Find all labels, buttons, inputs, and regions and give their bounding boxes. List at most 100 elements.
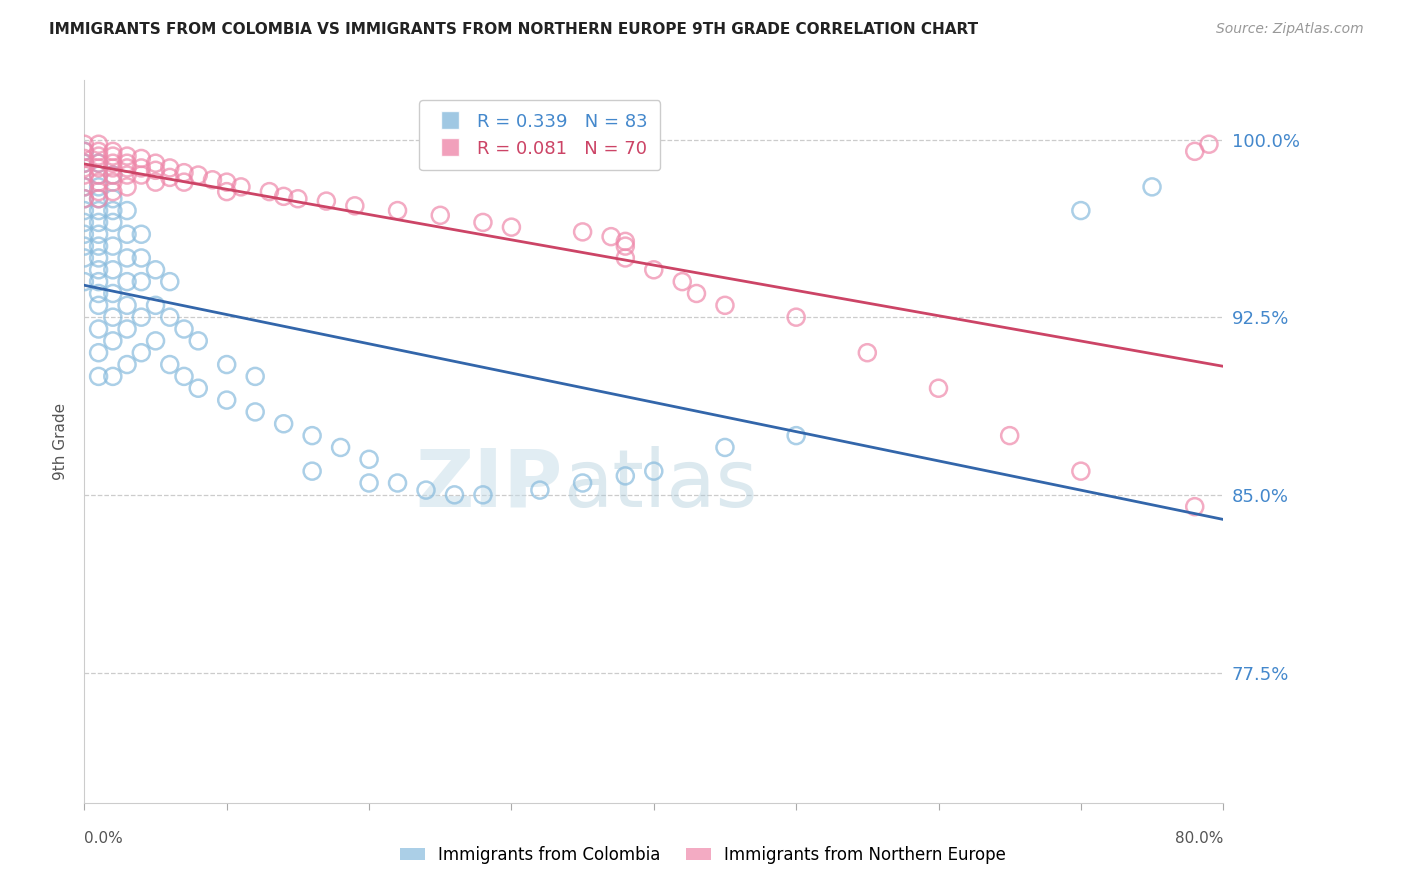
Point [443, 488, 465, 502]
Point [387, 203, 409, 218]
Point [785, 428, 807, 442]
Point [131, 152, 153, 166]
Point [1140, 180, 1163, 194]
Point [73, 180, 96, 194]
Point [1184, 500, 1206, 514]
Point [101, 192, 124, 206]
Point [215, 185, 238, 199]
Point [145, 156, 167, 170]
Legend: R = 0.339   N = 83, R = 0.081   N = 70: R = 0.339 N = 83, R = 0.081 N = 70 [419, 100, 661, 170]
Point [101, 185, 124, 199]
Point [101, 149, 124, 163]
Point [115, 180, 138, 194]
Point [101, 161, 124, 175]
Point [229, 180, 252, 194]
Point [101, 168, 124, 182]
Point [173, 369, 195, 384]
Y-axis label: 9th Grade: 9th Grade [53, 403, 69, 480]
Point [159, 358, 181, 372]
Point [87, 251, 110, 265]
Point [259, 185, 281, 199]
Point [87, 185, 110, 199]
Point [73, 152, 96, 166]
Point [359, 475, 381, 490]
Point [671, 275, 693, 289]
Point [87, 275, 110, 289]
Text: Source: ZipAtlas.com: Source: ZipAtlas.com [1216, 22, 1364, 37]
Point [101, 168, 124, 182]
Point [87, 149, 110, 163]
Point [87, 137, 110, 152]
Point [87, 192, 110, 206]
Point [785, 310, 807, 325]
Point [928, 381, 950, 395]
Point [131, 251, 153, 265]
Point [101, 262, 124, 277]
Point [101, 203, 124, 218]
Point [87, 192, 110, 206]
Point [87, 369, 110, 384]
Point [343, 199, 366, 213]
Point [87, 262, 110, 277]
Point [73, 168, 96, 182]
Point [87, 239, 110, 253]
Point [614, 469, 637, 483]
Text: atlas: atlas [562, 446, 756, 524]
Point [714, 298, 737, 312]
Point [73, 275, 96, 289]
Point [87, 180, 110, 194]
Point [614, 235, 637, 249]
Point [87, 322, 110, 336]
Point [101, 369, 124, 384]
Point [131, 168, 153, 182]
Point [685, 286, 707, 301]
Point [101, 286, 124, 301]
Point [73, 137, 96, 152]
Point [131, 345, 153, 359]
Point [131, 227, 153, 242]
Point [87, 161, 110, 175]
Point [643, 262, 665, 277]
Point [87, 168, 110, 182]
Point [115, 149, 138, 163]
Text: ZIP: ZIP [415, 446, 562, 524]
Point [714, 441, 737, 455]
Point [159, 275, 181, 289]
Point [159, 161, 181, 175]
Point [101, 156, 124, 170]
Point [614, 239, 637, 253]
Point [101, 215, 124, 229]
Point [614, 251, 637, 265]
Point [73, 161, 96, 175]
Point [245, 405, 267, 419]
Point [115, 358, 138, 372]
Point [73, 145, 96, 159]
Point [571, 225, 593, 239]
Point [87, 168, 110, 182]
Point [73, 192, 96, 206]
Point [87, 227, 110, 242]
Point [145, 334, 167, 348]
Point [101, 334, 124, 348]
Point [1184, 145, 1206, 159]
Point [115, 251, 138, 265]
Point [101, 145, 124, 159]
Point [571, 475, 593, 490]
Point [115, 203, 138, 218]
Point [115, 298, 138, 312]
Point [115, 322, 138, 336]
Point [1070, 464, 1092, 478]
Point [329, 441, 352, 455]
Point [301, 428, 323, 442]
Point [315, 194, 337, 208]
Point [472, 488, 495, 502]
Point [429, 208, 451, 222]
Point [87, 298, 110, 312]
Point [101, 175, 124, 189]
Point [187, 168, 209, 182]
Point [87, 175, 110, 189]
Point [115, 156, 138, 170]
Point [87, 145, 110, 159]
Point [301, 464, 323, 478]
Point [387, 475, 409, 490]
